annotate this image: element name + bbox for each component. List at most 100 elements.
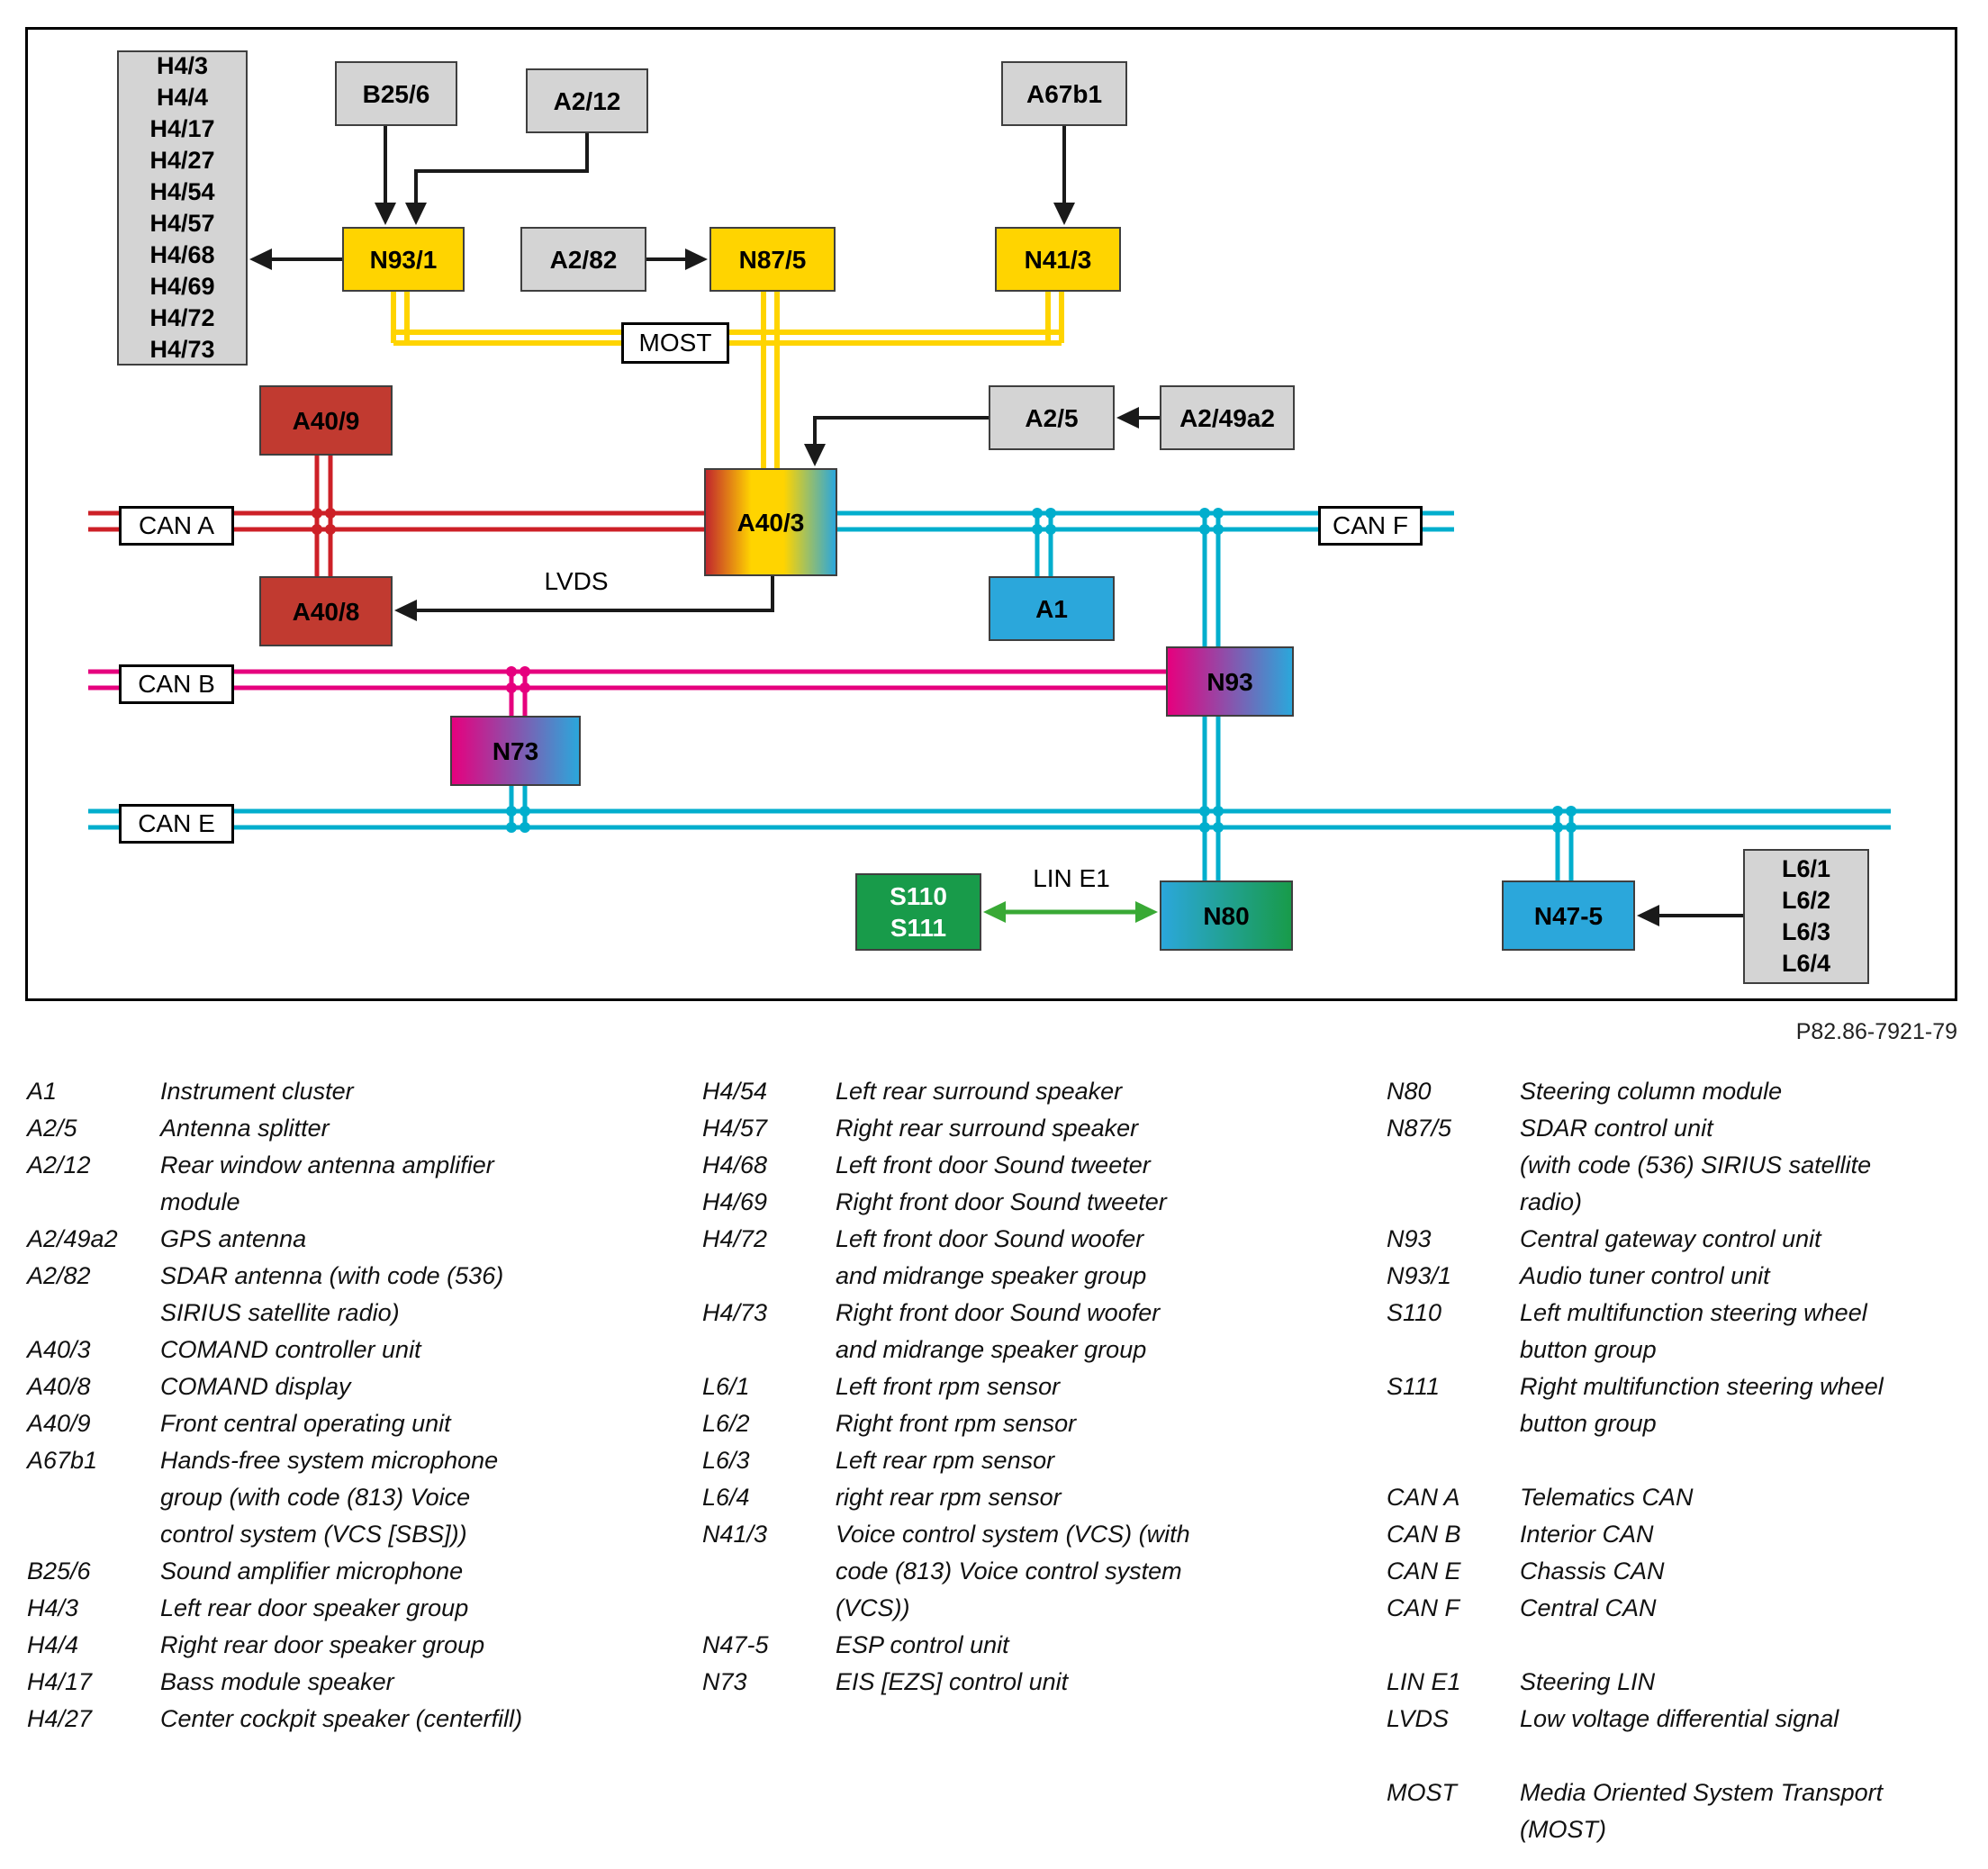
- legend-description: Left rear door speaker group: [160, 1594, 469, 1621]
- legend-entry: H4/17 Bass module speaker: [27, 1664, 666, 1701]
- legend-entry: A67b1 Hands-free system microphone group …: [27, 1442, 666, 1553]
- legend-description: Center cockpit speaker (centerfill): [160, 1705, 523, 1732]
- legend-code: L6/3: [702, 1447, 750, 1474]
- legend-entry: B25/6 Sound amplifier microphone: [27, 1553, 666, 1590]
- legend-entry: H4/72 Left front door Sound woofer and mi…: [702, 1221, 1342, 1295]
- legend-entry: LIN E1 Steering LIN: [1387, 1664, 1981, 1701]
- lvds-label: LVDS: [544, 567, 609, 595]
- legend-entry: H4/54 Left rear surround speaker: [702, 1073, 1342, 1110]
- node-a40-3: A40/3: [704, 468, 837, 576]
- legend-entry: A2/49a2 GPS antenna: [27, 1221, 666, 1258]
- legend-description: Sound amplifier microphone: [160, 1558, 464, 1585]
- legend-entry: A40/3 COMAND controller unit: [27, 1332, 666, 1368]
- legend-entry: A2/5 Antenna splitter: [27, 1110, 666, 1147]
- legend-description: Steering LIN: [1520, 1668, 1656, 1695]
- legend-entry: A2/82 SDAR antenna (with code (536) SIRIU…: [27, 1258, 666, 1332]
- legend-code: CAN F: [1387, 1594, 1459, 1621]
- legend-description: GPS antenna: [160, 1225, 307, 1252]
- legend-entry: CAN B Interior CAN: [1387, 1516, 1981, 1553]
- legend-description: Central gateway control unit: [1520, 1225, 1821, 1252]
- legend-code: CAN A: [1387, 1484, 1460, 1511]
- legend-entry: N80 Steering column module: [1387, 1073, 1981, 1110]
- node-n73: N73: [450, 716, 581, 786]
- legend-entry: N41/3 Voice control system (VCS) (with co…: [702, 1516, 1342, 1627]
- legend-code: S111: [1387, 1373, 1441, 1400]
- legend-column-2: H4/54 Left rear surround speaker H4/57 Righ…: [702, 1073, 1342, 1701]
- legend-description: Low voltage differential signal: [1520, 1705, 1839, 1732]
- diagram-reference-number: P82.86-7921-79: [1795, 1019, 1957, 1044]
- legend-description: ESP control unit: [836, 1631, 1009, 1658]
- legend-entry: L6/2 Right front rpm sensor: [702, 1405, 1342, 1442]
- legend-code: N87/5: [1387, 1115, 1452, 1142]
- legend-entry: CAN F Central CAN: [1387, 1590, 1981, 1627]
- node-h4-speaker-list: H4/3 H4/4 H4/17 H4/27 H4/54 H4/57 H4/68 …: [117, 50, 248, 366]
- node-n41-3: N41/3: [995, 227, 1121, 292]
- legend-entry: A1 Instrument cluster: [27, 1073, 666, 1110]
- node-s110-s111: S110 S111: [855, 873, 981, 951]
- legend-description: Left front door Sound tweeter: [836, 1151, 1151, 1178]
- legend-code: N73: [702, 1668, 747, 1695]
- legend-description: Bass module speaker: [160, 1668, 394, 1695]
- legend-entry: N93/1 Audio tuner control unit: [1387, 1258, 1981, 1295]
- legend-entry: H4/3 Left rear door speaker group: [27, 1590, 666, 1627]
- legend-code: A40/9: [27, 1410, 91, 1437]
- legend-entry: A40/9 Front central operating unit: [27, 1405, 666, 1442]
- legend-entry: H4/4 Right rear door speaker group: [27, 1627, 666, 1664]
- legend-entry: N73 EIS [EZS] control unit: [702, 1664, 1342, 1701]
- legend-column-1: A1 Instrument cluster A2/5 Antenna splitter…: [27, 1073, 666, 1738]
- legend-description: SDAR control unit (with code (536) SIRIU…: [1520, 1115, 1872, 1215]
- legend-entry: H4/69 Right front door Sound tweeter: [702, 1184, 1342, 1221]
- legend-code: LVDS: [1387, 1705, 1450, 1732]
- legend-code: H4/69: [702, 1188, 768, 1215]
- legend-code: H4/4: [27, 1631, 79, 1658]
- legend-description: COMAND controller unit: [160, 1336, 421, 1363]
- legend-entry: H4/73 Right front door Sound woofer and m…: [702, 1295, 1342, 1368]
- legend-code: H4/57: [702, 1115, 768, 1142]
- legend-entry: S110 Left multifunction steering wheel bu…: [1387, 1295, 1981, 1368]
- legend-entry: H4/57 Right rear surround speaker: [702, 1110, 1342, 1147]
- node-n47-5: N47-5: [1502, 880, 1635, 951]
- legend-description: Left front rpm sensor: [836, 1373, 1061, 1400]
- legend-code: H4/27: [27, 1705, 93, 1732]
- legend-code: N47-5: [702, 1631, 769, 1658]
- legend-entry: H4/68 Left front door Sound tweeter: [702, 1147, 1342, 1184]
- legend-code: B25/6: [27, 1558, 91, 1585]
- legend-code: N93/1: [1387, 1262, 1452, 1289]
- legend-code: A40/8: [27, 1373, 91, 1400]
- can-a-bus-label: CAN A: [119, 506, 234, 546]
- legend-description: Voice control system (VCS) (with code (8…: [836, 1521, 1190, 1621]
- legend-description: Right front door Sound woofer and midran…: [836, 1299, 1161, 1363]
- lin-e1-label: LIN E1: [1033, 864, 1110, 892]
- legend-description: Left multifunction steering wheel button…: [1520, 1299, 1867, 1363]
- legend-description: Left front door Sound woofer and midrang…: [836, 1225, 1147, 1289]
- legend-description: Right rear door speaker group: [160, 1631, 485, 1658]
- legend-code: H4/73: [702, 1299, 768, 1326]
- legend-description: Audio tuner control unit: [1520, 1262, 1770, 1289]
- legend-code: CAN B: [1387, 1521, 1461, 1548]
- legend-description: Telematics CAN: [1520, 1484, 1694, 1511]
- legend-entry: S111 Right multifunction steering wheel b…: [1387, 1368, 1981, 1442]
- can-e-bus-label: CAN E: [119, 804, 234, 844]
- diagram-frame: [25, 27, 1957, 1001]
- legend-code: L6/2: [702, 1410, 750, 1437]
- legend-description: Front central operating unit: [160, 1410, 451, 1437]
- legend-description: Interior CAN: [1520, 1521, 1654, 1548]
- legend-description: Right rear surround speaker: [836, 1115, 1139, 1142]
- legend-code: N93: [1387, 1225, 1432, 1252]
- node-b25-6: B25/6: [335, 61, 457, 126]
- node-a2-12: A2/12: [526, 68, 648, 133]
- legend-entry: CAN A Telematics CAN: [1387, 1479, 1981, 1516]
- legend-entry: N87/5 SDAR control unit (with code (536) …: [1387, 1110, 1981, 1221]
- node-a1: A1: [989, 576, 1115, 641]
- node-a2-82: A2/82: [520, 227, 646, 292]
- legend-code: A2/49a2: [27, 1225, 118, 1252]
- legend-description: right rear rpm sensor: [836, 1484, 1062, 1511]
- legend-description: Right front door Sound tweeter: [836, 1188, 1167, 1215]
- legend-description: Rear window antenna amplifier module: [160, 1151, 494, 1215]
- legend-description: Antenna splitter: [160, 1115, 330, 1142]
- legend-code: H4/54: [702, 1078, 768, 1105]
- node-l6-sensor-list: L6/1 L6/2 L6/3 L6/4: [1743, 849, 1869, 984]
- legend-entry: N47-5 ESP control unit: [702, 1627, 1342, 1664]
- legend-code: H4/17: [27, 1668, 93, 1695]
- legend-entry: H4/27 Center cockpit speaker (centerfill): [27, 1701, 666, 1738]
